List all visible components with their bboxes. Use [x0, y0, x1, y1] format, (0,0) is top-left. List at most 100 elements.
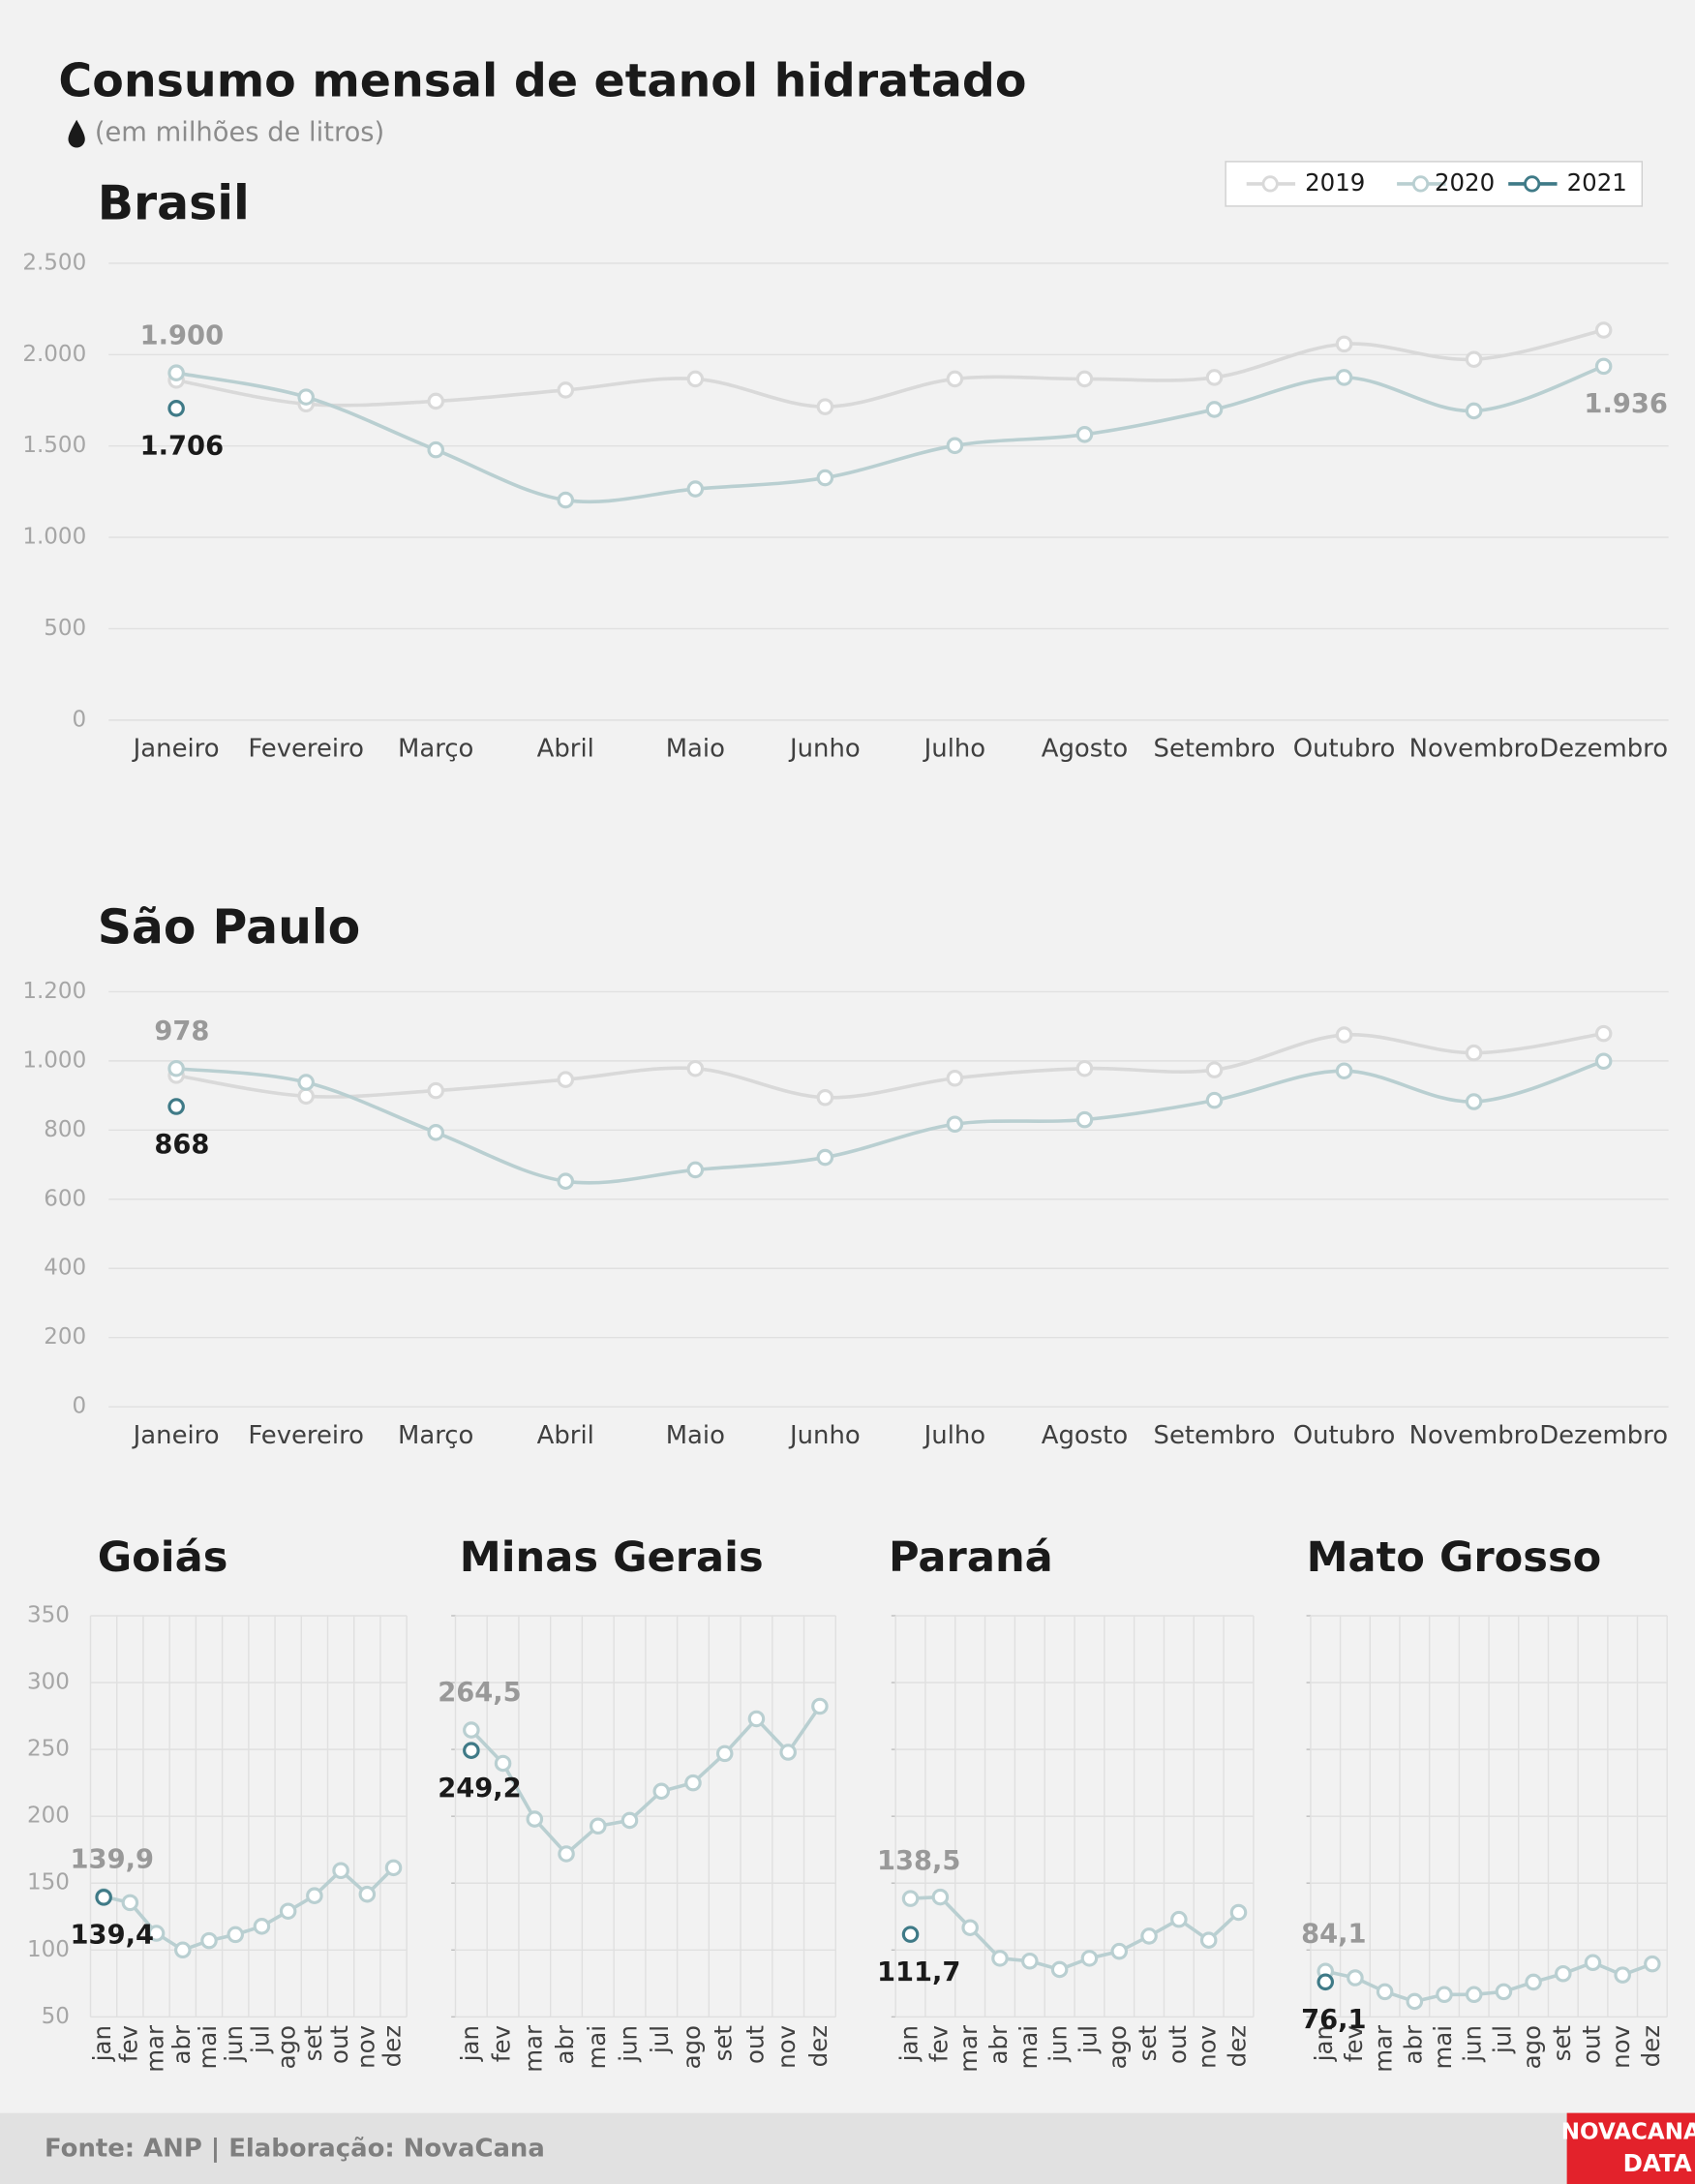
x-tick-label: mar: [1370, 2024, 1398, 2073]
point-marker: [684, 1774, 702, 1792]
x-tick-label: fev: [488, 2025, 516, 2062]
y-tick-label: 800: [44, 1117, 86, 1142]
x-tick-label: Maio: [666, 735, 725, 764]
legend-marker: [1261, 175, 1279, 193]
x-tick-label: Novembro: [1409, 1421, 1539, 1450]
point-marker: [1050, 1960, 1069, 1979]
point-marker: [332, 1862, 349, 1880]
value-label: 138,5: [877, 1846, 960, 1876]
y-tick-label: 200: [27, 1804, 70, 1829]
x-tick-label: set: [1134, 2025, 1162, 2061]
y-tick-label: 150: [27, 1870, 70, 1896]
point-marker: [427, 440, 444, 459]
x-tick-label: jul: [646, 2025, 674, 2054]
x-tick-label: dez: [1637, 2025, 1665, 2067]
series-line: [175, 364, 1605, 504]
point-marker: [494, 1754, 512, 1773]
x-tick-label: Outubro: [1293, 1421, 1396, 1450]
point-marker: [811, 1697, 829, 1715]
point-marker: [1465, 1044, 1483, 1062]
x-tick-label: jan: [1310, 2025, 1338, 2062]
x-tick-label: jan: [88, 2025, 116, 2062]
x-tick-label: jul: [246, 2025, 274, 2054]
point-marker: [1335, 369, 1353, 386]
chart-title: São Paulo: [98, 900, 361, 956]
point-marker: [1436, 1986, 1453, 2004]
y-tick-label: 0: [73, 1394, 87, 1419]
point-marker: [1205, 401, 1224, 418]
y-tick-label: 350: [27, 1602, 70, 1627]
value-label: 76,1: [1301, 2005, 1366, 2035]
x-tick-label: nov: [351, 2025, 379, 2069]
point-marker: [557, 491, 575, 509]
y-tick-label: 0: [73, 707, 87, 732]
logo-text: NOVACANA: [1561, 2119, 1695, 2144]
point-marker: [1465, 1986, 1483, 2004]
x-tick-label: out: [325, 2025, 353, 2064]
x-tick-label: ago: [1104, 2025, 1132, 2069]
x-tick-label: Fevereiro: [248, 735, 364, 764]
point-marker: [1614, 1966, 1631, 1984]
point-marker: [946, 437, 964, 455]
x-tick-label: nov: [772, 2025, 801, 2069]
point-marker: [1205, 1091, 1224, 1109]
x-tick-label: mai: [194, 2025, 222, 2070]
point-marker: [1110, 1942, 1129, 1960]
x-tick-label: abr: [1399, 2024, 1427, 2064]
x-tick-label: Janeiro: [132, 735, 220, 764]
footer-source: Fonte: ANP | Elaboração: NovaCana: [45, 2135, 545, 2164]
point-marker: [358, 1885, 377, 1903]
point-marker: [946, 370, 964, 388]
point-marker: [1335, 1062, 1353, 1080]
point-marker: [200, 1931, 218, 1950]
point-marker: [557, 381, 575, 399]
point-marker: [1080, 1950, 1099, 1967]
point-marker: [620, 1811, 639, 1830]
main-title: Consumo mensal de etanol hidratado: [58, 54, 1026, 107]
x-tick-label: Dezembro: [1539, 735, 1668, 764]
value-label: 1.936: [1584, 389, 1667, 419]
x-tick-label: Setembro: [1154, 735, 1276, 764]
x-tick-label: abr: [984, 2024, 1013, 2064]
x-tick-label: jun: [220, 2025, 248, 2063]
point-marker: [1075, 1110, 1094, 1129]
x-tick-label: Junho: [788, 735, 861, 764]
x-tick-label: jan: [456, 2025, 484, 2062]
point-marker: [1495, 1983, 1513, 2001]
point-marker: [1335, 335, 1353, 353]
x-tick-label: Janeiro: [132, 1421, 220, 1450]
point-marker: [167, 364, 185, 381]
legend-label: 2020: [1435, 168, 1495, 197]
x-tick-label: dez: [1223, 2025, 1251, 2067]
value-label: 139,4: [71, 1921, 154, 1951]
point-marker: [558, 1845, 575, 1863]
point-marker: [1317, 1973, 1335, 1991]
y-tick-label: 2.500: [22, 250, 86, 275]
point-marker: [297, 1074, 315, 1091]
x-tick-label: abr: [551, 2024, 579, 2064]
point-marker: [147, 1925, 166, 1942]
value-label: 978: [154, 1016, 209, 1046]
x-tick-label: set: [299, 2025, 327, 2061]
logo-box: [1566, 2112, 1695, 2184]
logo-text: DATA: [1623, 2149, 1692, 2177]
point-marker: [1335, 1026, 1353, 1044]
point-marker: [1465, 402, 1483, 420]
value-label: 1.900: [140, 320, 224, 350]
x-tick-label: mai: [1429, 2025, 1457, 2070]
point-marker: [686, 1059, 705, 1077]
series-line: [175, 1059, 1605, 1185]
x-tick-label: out: [741, 2025, 769, 2064]
x-tick-label: out: [1164, 2025, 1192, 2064]
y-tick-label: 400: [44, 1256, 86, 1281]
y-tick-label: 1.200: [22, 979, 86, 1004]
point-marker: [167, 1059, 185, 1077]
x-tick-label: jun: [1459, 2025, 1487, 2063]
y-tick-label: 1.000: [22, 525, 86, 550]
y-tick-label: 600: [44, 1186, 86, 1211]
value-label: 111,7: [877, 1957, 960, 1987]
point-marker: [747, 1710, 766, 1728]
x-tick-label: Maio: [666, 1421, 725, 1450]
x-tick-label: ago: [273, 2025, 301, 2069]
point-marker: [901, 1890, 920, 1907]
